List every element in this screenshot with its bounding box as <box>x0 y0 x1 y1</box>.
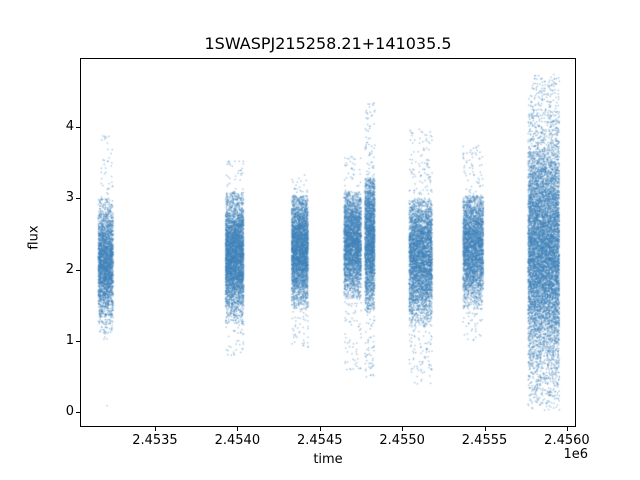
y-tick-label: 0 <box>65 404 74 420</box>
scatter-points-canvas <box>80 58 576 427</box>
x-tick-mark <box>154 427 156 431</box>
x-tick-label: 2.4540 <box>214 433 261 448</box>
x-tick-mark <box>402 427 404 431</box>
y-tick-mark <box>76 269 80 271</box>
x-axis-label: time <box>313 452 343 467</box>
y-tick-label: 4 <box>65 119 74 135</box>
x-axis-offset-text: 1e6 <box>563 447 588 462</box>
x-tick-mark <box>484 427 486 431</box>
x-tick-label: 2.4535 <box>132 433 178 448</box>
y-tick-label: 3 <box>65 190 74 206</box>
x-tick-mark <box>237 427 239 431</box>
y-tick-label: 2 <box>65 261 74 277</box>
y-tick-mark <box>76 198 80 200</box>
x-tick-mark <box>319 427 321 431</box>
y-tick-mark <box>76 127 80 129</box>
x-tick-mark <box>566 427 568 431</box>
y-axis-label: flux <box>26 225 42 250</box>
y-tick-mark <box>76 340 80 342</box>
x-tick-label: 2.4555 <box>461 433 508 448</box>
y-tick-mark <box>76 412 80 414</box>
x-tick-label: 2.4550 <box>379 433 425 448</box>
x-tick-label: 2.4545 <box>297 433 343 448</box>
y-tick-label: 1 <box>65 332 74 348</box>
x-tick-label: 2.4560 <box>544 433 590 448</box>
chart-title: 1SWASPJ215258.21+141035.5 <box>204 34 452 53</box>
